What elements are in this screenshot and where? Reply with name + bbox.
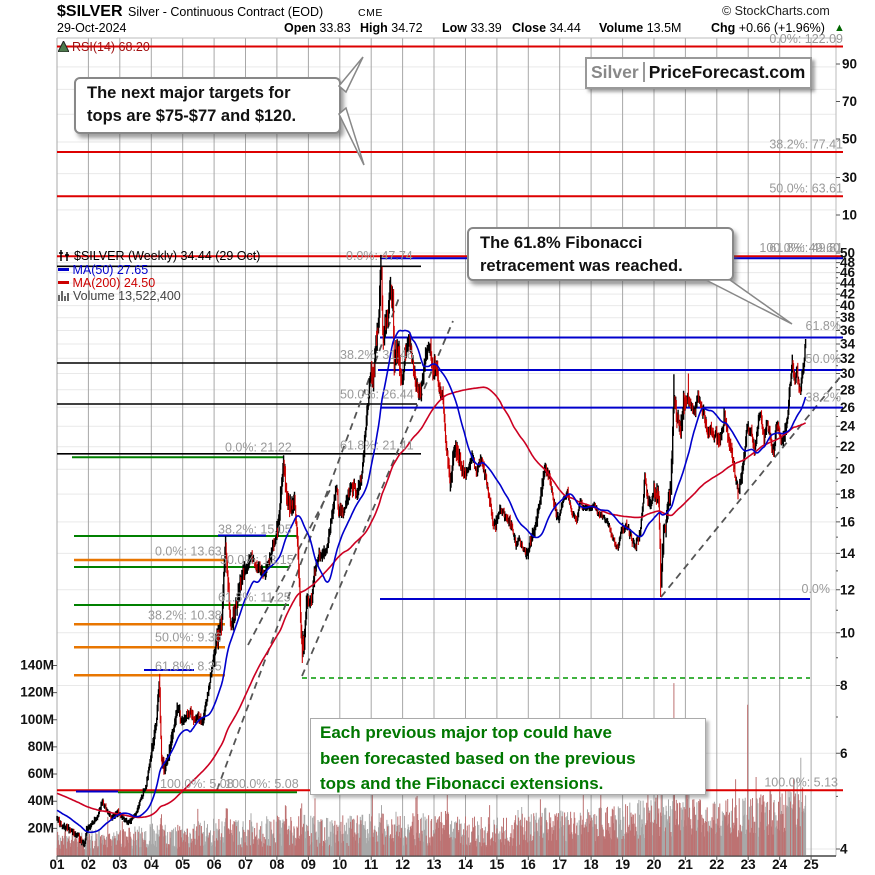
svg-text:30: 30 xyxy=(842,170,857,185)
svg-text:70: 70 xyxy=(842,94,857,109)
svg-text:32: 32 xyxy=(840,351,855,366)
svg-text:38.2%: 38.2% xyxy=(806,391,841,405)
svg-text:24: 24 xyxy=(840,419,856,434)
svg-text:38.2%: 15.05: 38.2%: 15.05 xyxy=(218,523,292,537)
svg-text:38: 38 xyxy=(840,310,856,325)
svg-text:100.0%: 5.08: 100.0%: 5.08 xyxy=(225,777,299,791)
svg-text:15: 15 xyxy=(489,857,505,872)
svg-text:07: 07 xyxy=(238,857,253,872)
svg-text:100M: 100M xyxy=(20,712,54,727)
svg-text:20M: 20M xyxy=(28,820,54,835)
svg-text:0.0%: 0.0% xyxy=(802,582,831,596)
svg-text:17: 17 xyxy=(552,857,567,872)
svg-text:10: 10 xyxy=(332,857,347,872)
svg-text:19: 19 xyxy=(615,857,630,872)
svg-text:50.0%: 63.61: 50.0%: 63.61 xyxy=(769,182,843,196)
svg-text:50.0%: 13.15: 50.0%: 13.15 xyxy=(220,553,294,567)
svg-text:14: 14 xyxy=(458,857,474,872)
svg-text:28: 28 xyxy=(840,382,856,397)
svg-text:61.8%: 21.41: 61.8%: 21.41 xyxy=(340,439,414,453)
svg-text:04: 04 xyxy=(144,857,160,872)
svg-text:10: 10 xyxy=(842,208,857,223)
svg-text:61.8%: 49.81: 61.8%: 49.81 xyxy=(769,241,843,255)
svg-text:0.0%: 21.22: 0.0%: 21.22 xyxy=(225,441,292,455)
svg-text:20: 20 xyxy=(840,462,855,477)
svg-text:42: 42 xyxy=(840,287,855,302)
svg-text:12: 12 xyxy=(840,582,855,597)
svg-text:0.0%: 47.74: 0.0%: 47.74 xyxy=(346,249,413,263)
svg-text:22: 22 xyxy=(709,857,724,872)
svg-text:50.0%: 9.36: 50.0%: 9.36 xyxy=(155,631,222,645)
svg-text:46: 46 xyxy=(840,265,856,280)
svg-text:40: 40 xyxy=(840,298,855,313)
svg-text:38.2%: 77.41: 38.2%: 77.41 xyxy=(769,138,843,152)
svg-text:14: 14 xyxy=(840,546,856,561)
svg-text:20: 20 xyxy=(646,857,661,872)
svg-text:0.0%: 13.63: 0.0%: 13.63 xyxy=(155,545,222,559)
svg-text:100.0%: 5.08: 100.0%: 5.08 xyxy=(160,777,234,791)
svg-text:36: 36 xyxy=(840,323,856,338)
svg-text:11: 11 xyxy=(364,857,379,872)
svg-text:6: 6 xyxy=(840,746,848,761)
svg-text:12: 12 xyxy=(395,857,410,872)
svg-text:22: 22 xyxy=(840,439,855,454)
svg-text:48: 48 xyxy=(840,255,856,270)
svg-text:18: 18 xyxy=(584,857,600,872)
svg-text:61.8%: 11.25: 61.8%: 11.25 xyxy=(218,591,291,605)
svg-text:24: 24 xyxy=(772,857,788,872)
svg-text:10: 10 xyxy=(840,625,855,640)
svg-text:06: 06 xyxy=(207,857,223,872)
svg-text:0.0%: 122.09: 0.0%: 122.09 xyxy=(769,32,843,46)
svg-text:140M: 140M xyxy=(20,658,54,673)
svg-text:8: 8 xyxy=(840,678,848,693)
svg-text:100.0%: 49.60: 100.0%: 49.60 xyxy=(759,241,840,255)
svg-text:4: 4 xyxy=(840,842,848,857)
svg-text:13: 13 xyxy=(426,857,442,872)
svg-text:80M: 80M xyxy=(28,739,54,754)
svg-text:30: 30 xyxy=(840,366,855,381)
svg-text:120M: 120M xyxy=(20,685,54,700)
svg-text:38.2%: 10.38: 38.2%: 10.38 xyxy=(148,609,222,623)
svg-text:09: 09 xyxy=(301,857,316,872)
svg-text:25: 25 xyxy=(804,857,820,872)
svg-text:16: 16 xyxy=(840,514,856,529)
svg-text:44: 44 xyxy=(840,276,856,291)
svg-text:40M: 40M xyxy=(28,793,54,808)
svg-text:08: 08 xyxy=(269,857,285,872)
svg-text:100.0%: 5.13: 100.0%: 5.13 xyxy=(764,776,838,790)
svg-text:90: 90 xyxy=(842,57,857,72)
svg-text:26: 26 xyxy=(840,400,856,415)
svg-text:01: 01 xyxy=(49,857,65,872)
svg-text:38.2%: 31.46: 38.2%: 31.46 xyxy=(340,348,414,362)
svg-text:21: 21 xyxy=(678,857,694,872)
svg-text:60M: 60M xyxy=(28,766,54,781)
svg-text:50.0%: 50.0% xyxy=(806,352,841,366)
svg-text:02: 02 xyxy=(81,857,96,872)
svg-text:23: 23 xyxy=(741,857,757,872)
svg-text:50: 50 xyxy=(842,132,857,147)
svg-text:50: 50 xyxy=(840,246,855,261)
svg-text:16: 16 xyxy=(521,857,537,872)
svg-text:34: 34 xyxy=(840,337,856,352)
svg-text:05: 05 xyxy=(175,857,191,872)
svg-text:61.8%: 8.35: 61.8%: 8.35 xyxy=(155,660,222,674)
svg-text:50.0%: 26.44: 50.0%: 26.44 xyxy=(340,388,414,402)
svg-text:18: 18 xyxy=(840,487,856,502)
svg-text:61.8%: 61.8% xyxy=(806,319,841,333)
svg-text:03: 03 xyxy=(112,857,128,872)
